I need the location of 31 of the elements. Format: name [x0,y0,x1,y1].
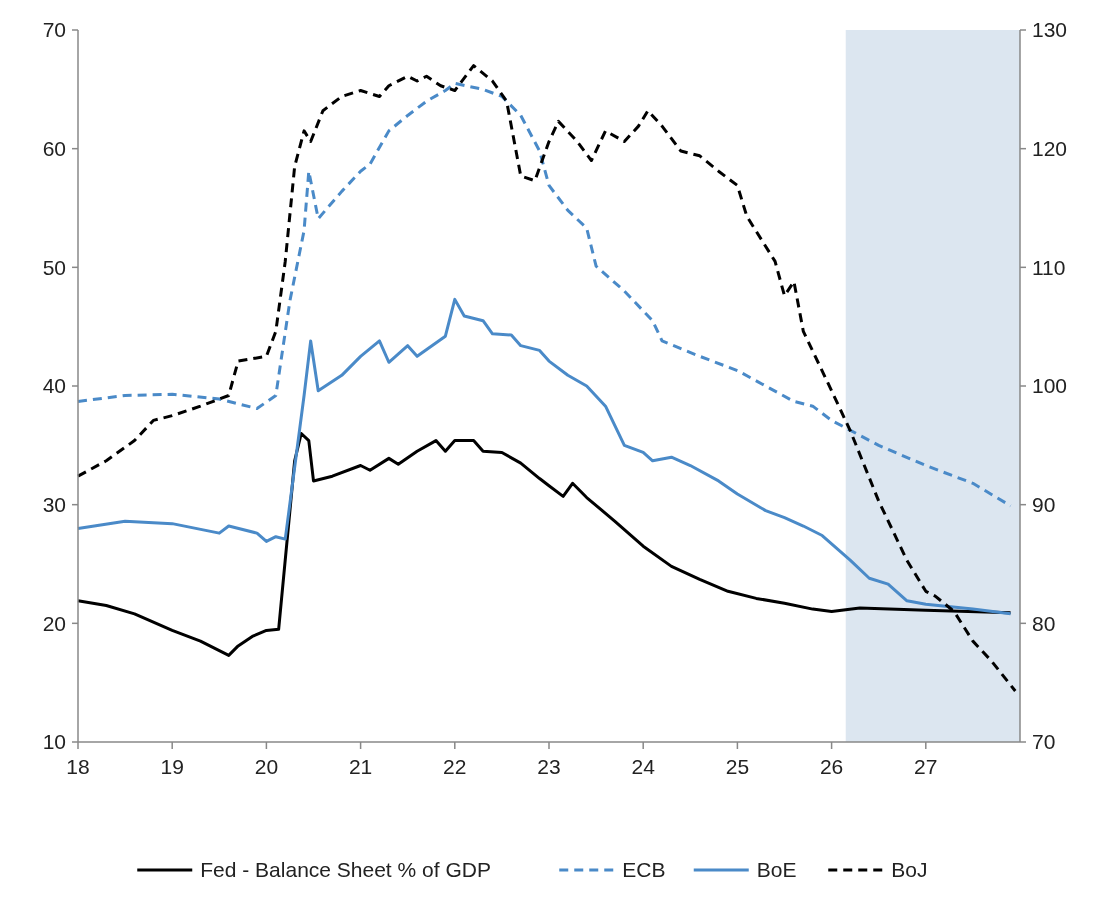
y2-tick-label: 130 [1032,18,1068,42]
x-tick-label: 26 [819,755,844,778]
y-tick-label: 70 [42,18,66,42]
y2-tick-label: 100 [1032,374,1068,398]
x-tick-label: 23 [537,755,561,778]
legend-label: ECB [622,858,666,882]
x-tick-label: 24 [631,755,656,778]
y2-tick-label: 70 [1032,730,1056,754]
x-tick-label: 21 [348,755,373,778]
y2-tick-label: 80 [1032,611,1056,635]
y-tick-label: 60 [42,137,66,161]
y-tick-label: 20 [42,611,66,635]
y2-tick-label: 90 [1032,493,1056,517]
y-tick-label: 50 [42,255,66,279]
y2-tick-label: 120 [1032,137,1068,161]
x-tick-label: 22 [443,755,467,778]
legend-label: BoJ [891,858,928,882]
line-series [76,81,1013,508]
line-series [76,297,1013,616]
line-series [76,64,1017,693]
y2-tick-label: 110 [1032,255,1066,279]
legend-label: Fed - Balance Sheet % of GDP [200,858,491,882]
x-tick-label: 18 [66,755,90,778]
y-tick-label: 40 [42,374,66,398]
x-tick-label: 20 [254,755,279,778]
y-tick-label: 30 [42,493,66,517]
x-tick-label: 25 [725,755,750,778]
legend-label: BoE [756,858,797,882]
y-tick-label: 10 [42,730,66,754]
x-tick-label: 19 [160,755,184,778]
x-tick-label: 27 [914,755,938,778]
